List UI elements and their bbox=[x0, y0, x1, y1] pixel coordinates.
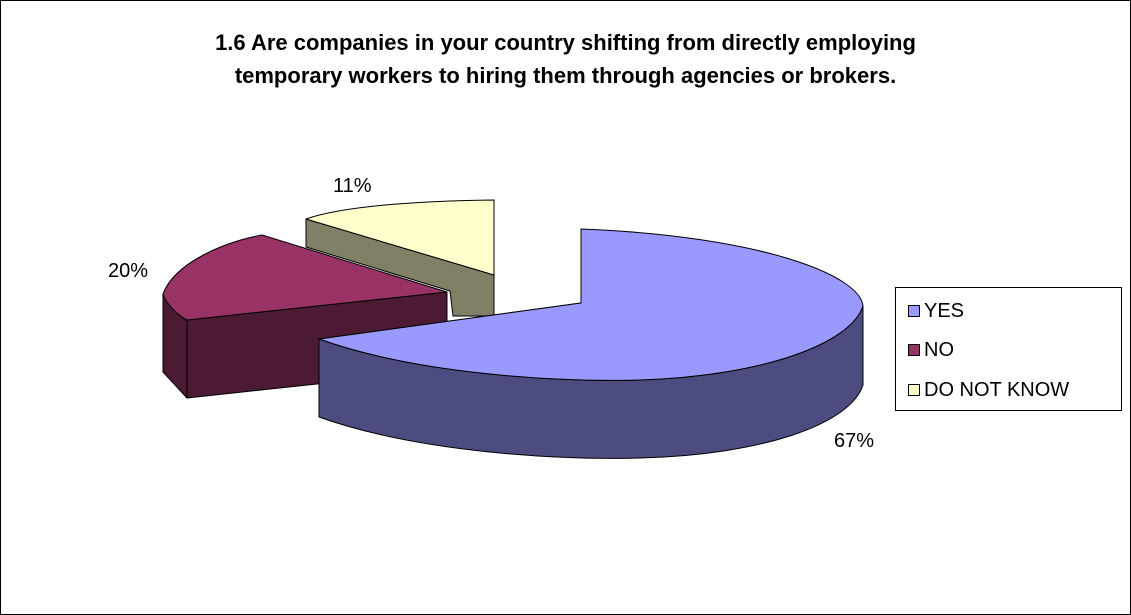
legend-item-do-not-know: DO NOT KNOW bbox=[908, 378, 1069, 402]
pct-label-yes: 67% bbox=[834, 430, 874, 452]
legend: YES NO DO NOT KNOW bbox=[895, 287, 1122, 411]
pie-slice-dnk-top bbox=[305, 199, 495, 276]
legend-label-no: NO bbox=[924, 338, 954, 361]
pie-slice-no-top bbox=[162, 234, 448, 321]
legend-swatch-no bbox=[908, 344, 920, 356]
legend-item-no: NO bbox=[908, 338, 954, 362]
legend-label-yes: YES bbox=[924, 299, 965, 322]
pie-slice-do-not-know bbox=[305, 199, 495, 317]
pct-label-do-not-know: 11% bbox=[333, 175, 372, 197]
legend-label-do-not-know: DO NOT KNOW bbox=[924, 378, 1070, 401]
pie-slice-yes bbox=[318, 228, 864, 459]
legend-item-yes: YES bbox=[908, 299, 964, 323]
pie-slice-yes-top bbox=[318, 228, 864, 381]
chart-title: 1.6 Are companies in your country shifti… bbox=[0, 26, 1131, 92]
legend-swatch-yes bbox=[908, 305, 920, 317]
pct-label-no: 20% bbox=[108, 260, 148, 282]
legend-swatch-do-not-know bbox=[908, 384, 920, 396]
chart-title-line-1: 1.6 Are companies in your country shifti… bbox=[215, 30, 916, 55]
chart-title-line-2: temporary workers to hiring them through… bbox=[234, 63, 897, 88]
